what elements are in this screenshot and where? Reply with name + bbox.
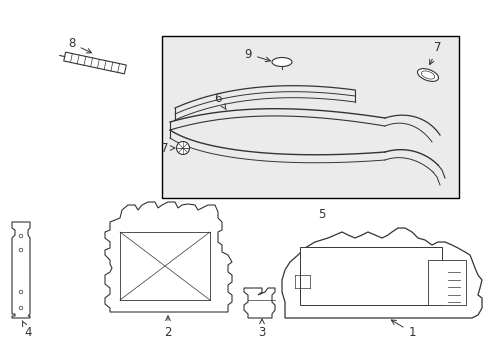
- Polygon shape: [282, 228, 481, 318]
- Ellipse shape: [417, 69, 438, 81]
- Text: 7: 7: [429, 41, 441, 64]
- Text: 5: 5: [318, 208, 325, 221]
- Circle shape: [19, 248, 23, 252]
- Text: 4: 4: [22, 321, 32, 339]
- Ellipse shape: [271, 58, 291, 67]
- Polygon shape: [63, 52, 126, 74]
- Text: 3: 3: [258, 319, 265, 339]
- Circle shape: [19, 234, 23, 238]
- Text: 7: 7: [160, 141, 175, 154]
- Text: 1: 1: [390, 320, 415, 339]
- Text: 2: 2: [164, 316, 171, 339]
- Circle shape: [19, 290, 23, 294]
- Text: 6: 6: [214, 91, 226, 109]
- Circle shape: [19, 306, 23, 310]
- Text: 8: 8: [68, 37, 91, 53]
- Polygon shape: [105, 202, 231, 312]
- Bar: [299, 247, 441, 305]
- Bar: [162, 36, 458, 198]
- Polygon shape: [12, 222, 30, 318]
- Circle shape: [176, 141, 189, 154]
- Polygon shape: [244, 288, 274, 318]
- Ellipse shape: [421, 71, 434, 79]
- Bar: [427, 260, 465, 305]
- Text: 9: 9: [244, 48, 270, 62]
